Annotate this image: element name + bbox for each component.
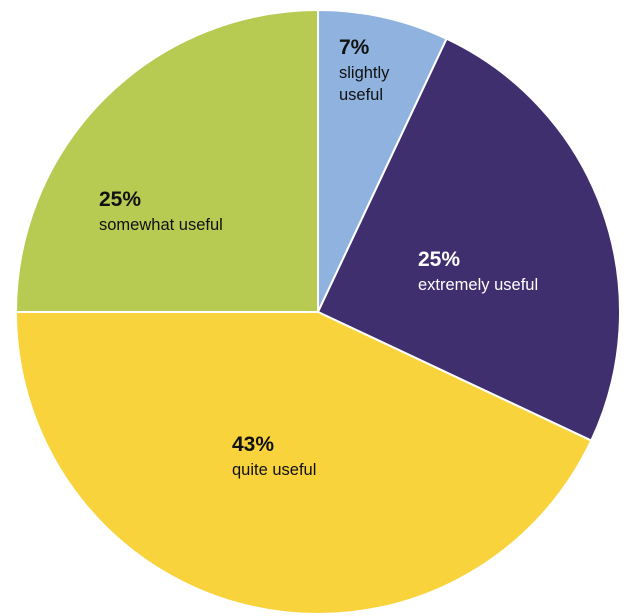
slice-category-label: quite useful — [232, 461, 316, 479]
slice-percent-label: 25% — [418, 248, 460, 271]
slice-category-label: useful — [339, 86, 383, 104]
pie-slice-somewhat-useful — [14, 8, 319, 313]
slice-category-label: slightly — [339, 64, 390, 82]
pie-slice-slightly-useful — [317, 8, 448, 313]
slice-percent-label: 43% — [232, 433, 274, 456]
pie-slices — [14, 8, 621, 616]
slice-percent-label: 7% — [339, 36, 370, 59]
slice-percent-label: 25% — [99, 188, 141, 211]
slice-category-label: extremely useful — [418, 276, 538, 294]
slice-category-label: somewhat useful — [99, 216, 223, 234]
pie-slice-extremely-useful — [316, 37, 621, 442]
pie-labels: 7% slightly useful 25% extremely useful 43% qu… — [99, 36, 538, 479]
pie-slice-quite-useful — [14, 311, 593, 616]
